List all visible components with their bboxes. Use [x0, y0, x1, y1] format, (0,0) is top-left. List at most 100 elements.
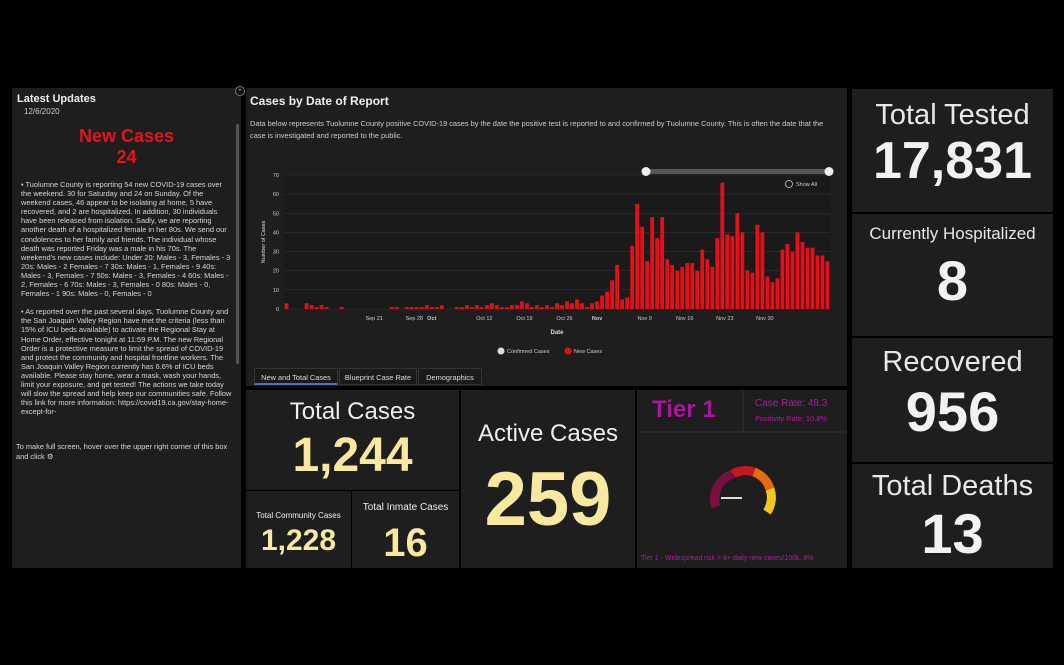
bar — [540, 307, 544, 309]
bar — [800, 242, 805, 309]
bar — [785, 243, 790, 309]
bar — [755, 224, 760, 309]
deaths-tile: Total Deaths 13 — [852, 464, 1053, 568]
bar — [750, 272, 755, 309]
bar — [479, 307, 484, 309]
zoom-slider-handle-right — [824, 167, 834, 176]
bar — [284, 303, 289, 309]
updates-scrollbar[interactable] — [236, 124, 239, 364]
x-tick-label: Nov — [592, 316, 603, 322]
bar — [600, 295, 604, 309]
recovered-tile: Recovered 956 — [852, 338, 1053, 462]
bar — [605, 291, 609, 309]
bar — [645, 261, 650, 309]
bar — [389, 307, 394, 309]
bar — [314, 307, 319, 309]
x-tick-label: Oct 12 — [476, 316, 492, 322]
gauge-segment-low — [710, 469, 735, 509]
update-paragraph-1: • Tuolumne County is reporting 54 new CO… — [21, 180, 231, 299]
active-cases-value: 259 — [484, 457, 612, 542]
bar — [590, 303, 594, 309]
bar — [640, 226, 645, 309]
legend-confirmed-label: Confirmed Cases — [507, 349, 550, 355]
bar — [545, 305, 549, 309]
bar — [740, 232, 745, 309]
bar — [575, 299, 579, 309]
bar — [730, 236, 735, 309]
y-axis-label: Number of Cases — [261, 220, 267, 263]
hospitalized-value: 8 — [936, 249, 969, 312]
y-tick-label: 70 — [273, 173, 279, 179]
update-paragraph-2: • As reported over the past several days… — [21, 307, 232, 417]
tab-blueprint-case-rate[interactable]: Blueprint Case Rate — [339, 368, 417, 385]
bar — [515, 305, 519, 309]
fullscreen-hint: To make full screen, hover over the uppe… — [16, 442, 228, 461]
hospitalized-label: Currently Hospitalized — [869, 224, 1036, 243]
bar — [404, 307, 409, 309]
bar — [505, 307, 509, 309]
tier-tile: Tier 1 Case Rate: 48.3 Positivity Rate: … — [637, 390, 847, 568]
inmate-cases-tile: Total Inmate Cases 16 — [352, 491, 459, 568]
legend-new-label: New Cases — [574, 349, 602, 355]
bar — [474, 305, 479, 309]
legend-new-swatch — [564, 347, 572, 355]
y-tick-label: 40 — [273, 230, 279, 236]
bar — [595, 301, 599, 309]
active-cases-tile: Active Cases 259 — [461, 390, 635, 568]
bar — [469, 307, 474, 309]
tab-demographics[interactable]: Demographics — [418, 368, 482, 385]
x-tick-label: Oct 26 — [556, 316, 572, 322]
positivity-rate: Positivity Rate: 10.8% — [755, 414, 827, 423]
tab-new-and-total-cases[interactable]: New and Total Cases — [254, 368, 338, 385]
bar — [655, 238, 660, 309]
active-cases-label: Active Cases — [477, 420, 619, 447]
bar — [560, 305, 564, 309]
bar — [635, 203, 640, 309]
bar — [489, 303, 494, 309]
total-tested-tile: Total Tested 17,831 — [852, 89, 1053, 212]
x-tick-label: Sep 28 — [406, 316, 423, 322]
fullscreen-icon: ⚙ — [46, 452, 54, 461]
bar — [409, 307, 414, 309]
updates-footer: To make full screen, hover over the uppe… — [16, 442, 231, 462]
bar — [695, 270, 700, 309]
bar — [775, 278, 780, 309]
bar — [715, 238, 720, 309]
expand-icon[interactable]: + — [235, 86, 245, 96]
y-tick-label: 0 — [276, 307, 279, 313]
x-tick-label: Nov 23 — [716, 316, 733, 322]
bar — [434, 307, 439, 309]
bar — [620, 299, 625, 309]
bar — [815, 255, 820, 309]
inmate-cases-value: 16 — [383, 521, 428, 565]
new-cases-count: 24 — [116, 147, 137, 167]
bar — [805, 247, 810, 309]
bar — [454, 307, 459, 309]
bar — [820, 255, 825, 309]
bar — [394, 307, 399, 309]
bar — [725, 234, 730, 309]
community-cases-value: 1,228 — [260, 524, 337, 557]
new-cases-label: New Cases — [78, 126, 175, 146]
total-cases-value: 1,244 — [292, 429, 413, 482]
bar — [615, 264, 620, 309]
gauge-segment-high — [752, 467, 775, 491]
bar — [565, 301, 569, 309]
x-axis-label: Date — [550, 330, 564, 336]
bar — [720, 182, 725, 309]
bar — [525, 303, 529, 309]
updates-date: 12/6/2020 — [24, 107, 60, 116]
bar — [665, 259, 670, 309]
new-cases-headline: New Cases 24 — [12, 126, 241, 168]
case-rate: Case Rate: 48.3 — [755, 398, 828, 409]
bar — [324, 307, 329, 309]
bar — [429, 307, 434, 309]
bar — [700, 249, 705, 309]
bar — [670, 264, 675, 309]
bar — [414, 307, 419, 309]
inmate-cases-label: Total Inmate Cases — [362, 502, 449, 513]
bar — [735, 213, 740, 309]
bar — [319, 305, 324, 309]
deaths-value: 13 — [921, 502, 984, 565]
bar — [685, 263, 690, 309]
